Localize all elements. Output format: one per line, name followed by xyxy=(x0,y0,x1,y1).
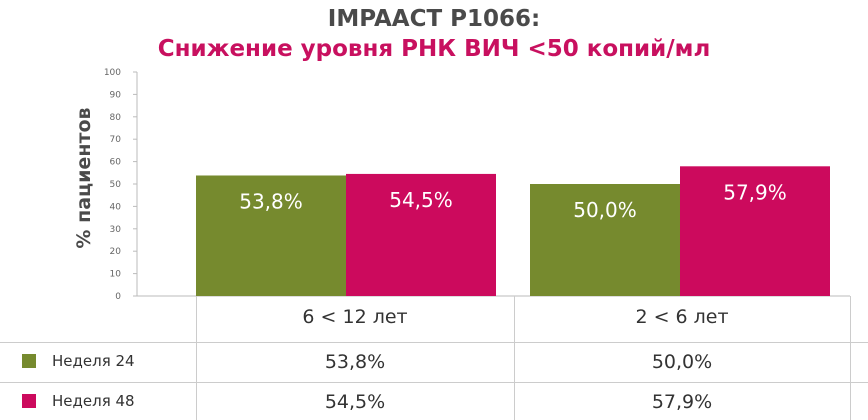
table-divider xyxy=(196,296,197,420)
legend-label: Неделя 48 xyxy=(52,392,135,410)
bar-chart: 0 10 20 30 40 50 60 70 80 90 100 53,8% 54,5% 50,0% 57,… xyxy=(104,68,850,300)
bar xyxy=(196,175,346,296)
y-tick-label: 40 xyxy=(110,202,122,212)
y-tick-label: 10 xyxy=(110,270,122,280)
table-divider xyxy=(0,342,868,343)
table-divider xyxy=(0,382,868,383)
y-tick-label: 20 xyxy=(110,247,122,257)
legend-item: Неделя 48 xyxy=(22,390,135,412)
table-header-category: 6 < 12 лет xyxy=(302,306,408,328)
table-cell: 57,9% xyxy=(651,391,713,413)
bar xyxy=(346,173,496,296)
legend-swatch xyxy=(22,394,36,408)
y-tick-label: 80 xyxy=(110,113,122,123)
table-cell: 54,5% xyxy=(324,391,386,413)
legend-swatch xyxy=(22,354,36,368)
table-header-category: 2 < 6 лет xyxy=(635,306,729,328)
bar xyxy=(530,184,680,296)
table-divider xyxy=(514,296,515,420)
y-tick-label: 90 xyxy=(110,90,122,100)
table-cell: 53,8% xyxy=(324,351,386,373)
legend-label: Неделя 24 xyxy=(52,352,135,370)
y-tick-label: 0 xyxy=(115,292,121,300)
y-tick-label: 50 xyxy=(110,180,122,190)
data-table: 6 < 12 лет 2 < 6 лет Неделя 24 53,8% 50,… xyxy=(0,296,868,420)
table-divider xyxy=(850,296,851,420)
chart-subtitle: Снижение уровня РНК ВИЧ <50 копий/мл xyxy=(157,36,711,62)
bar-data-label: 53,8% xyxy=(239,189,303,213)
y-tick-label: 30 xyxy=(110,225,122,235)
y-tick-label: 100 xyxy=(104,68,121,78)
bar-data-label: 57,9% xyxy=(723,180,787,204)
bar-data-label: 50,0% xyxy=(573,198,637,222)
bar-data-label: 54,5% xyxy=(389,188,453,212)
y-tick-label: 70 xyxy=(110,135,122,145)
legend-item: Неделя 24 xyxy=(22,350,135,372)
y-tick-label: 60 xyxy=(110,158,122,168)
table-cell: 50,0% xyxy=(651,351,713,373)
chart-title: IMPAACT P1066: xyxy=(327,6,541,32)
bar xyxy=(680,166,830,296)
